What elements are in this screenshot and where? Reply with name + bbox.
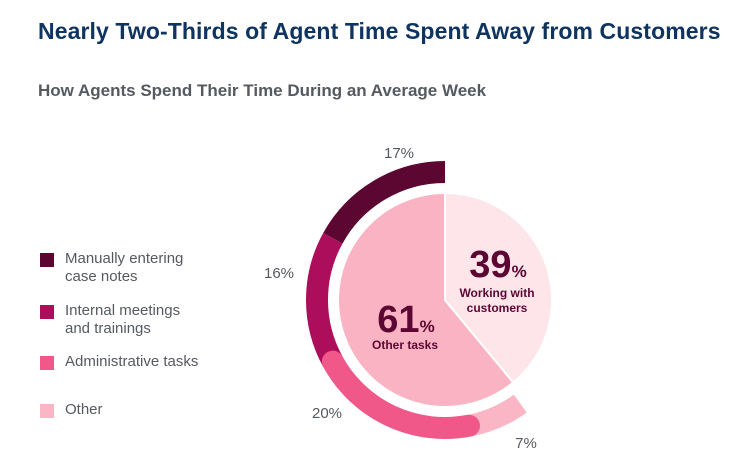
inner-value-customers: 39%: [469, 244, 526, 286]
inner-value-other-tasks: 61%: [377, 299, 434, 341]
legend-swatch-admin: [40, 356, 54, 370]
inner-pie: [337, 191, 553, 408]
chart-title: Nearly Two-Thirds of Agent Time Spent Aw…: [38, 18, 721, 44]
outer-label-other: 7%: [515, 435, 537, 452]
legend-swatch-manual: [40, 253, 54, 267]
outer-label-meetings: 16%: [264, 265, 294, 282]
outer-label-admin: 20%: [312, 405, 342, 422]
outer-ring: [306, 161, 527, 439]
inner-slice-customers: [444, 191, 553, 384]
legend-swatch-other: [40, 404, 54, 418]
inner-label-customers-line2: customers: [467, 301, 528, 315]
outer-label-manual: 17%: [384, 145, 414, 162]
outer-arc-admin: [321, 350, 480, 439]
inner-slice-other-tasks: [337, 191, 515, 408]
inner-unit-other-tasks: %: [420, 317, 435, 336]
legend-swatch-meetings: [40, 305, 54, 319]
outer-arc-manual: [323, 161, 446, 244]
outer-arc-meetings: [306, 233, 343, 367]
inner-label-customers-line1: Working with: [459, 286, 534, 300]
inner-unit-customers: %: [512, 262, 527, 281]
legend-label-admin: Administrative tasks: [65, 353, 199, 370]
legend-label-meetings: Internal meetings and trainings: [65, 302, 181, 337]
legend-label-manual: Manually entering case notes: [65, 250, 184, 285]
inner-number-other-tasks: 61: [377, 299, 419, 341]
inner-label-other-tasks: Other tasks: [372, 338, 438, 352]
chart-subtitle: How Agents Spend Their Time During an Av…: [38, 81, 487, 100]
inner-number-customers: 39: [469, 244, 511, 286]
legend-label-other: Other: [65, 401, 103, 418]
